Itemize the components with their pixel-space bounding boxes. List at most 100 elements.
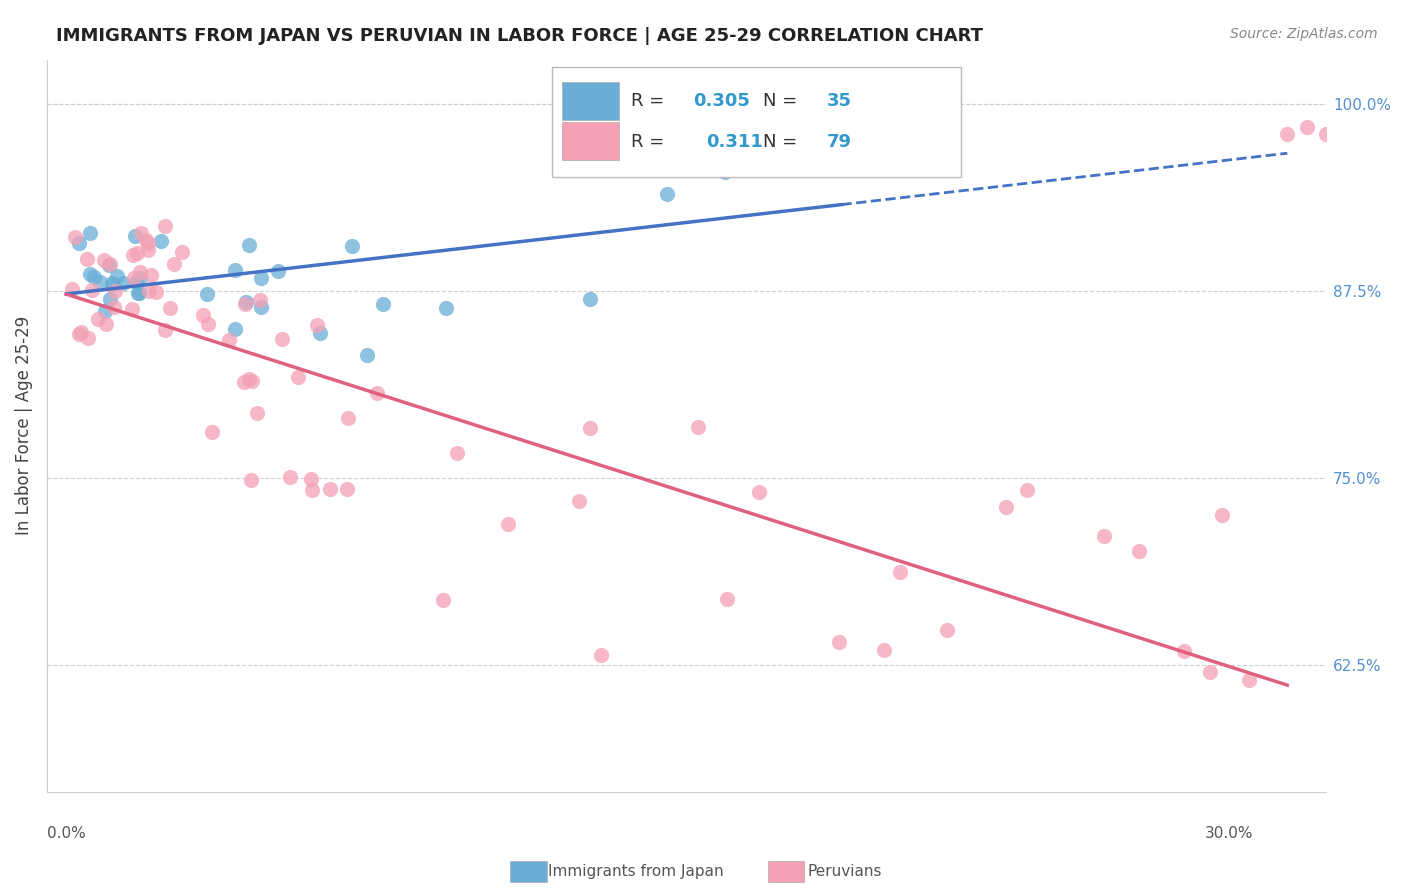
Point (1295, 120, 1317, 134)
Point (233, 297, 256, 311)
Point (159, 301, 181, 315)
Point (135, 233, 157, 247)
Point (233, 375, 256, 389)
Point (128, 285, 150, 300)
Point (1198, 665, 1220, 679)
Point (141, 268, 163, 283)
Point (686, 419, 709, 434)
Point (60, 282, 83, 296)
Point (224, 263, 246, 277)
Point (336, 483, 359, 497)
Text: 0.0%: 0.0% (46, 826, 86, 841)
Point (567, 493, 589, 508)
Point (240, 474, 263, 488)
Point (195, 286, 218, 301)
Point (655, 187, 678, 202)
Point (89, 276, 111, 290)
Text: N =: N = (763, 133, 803, 151)
Point (994, 500, 1017, 515)
Point (197, 317, 219, 331)
Point (246, 406, 269, 420)
Y-axis label: In Labor Force | Age 25-29: In Labor Force | Age 25-29 (15, 316, 32, 535)
Point (235, 295, 257, 310)
FancyBboxPatch shape (553, 67, 962, 177)
Point (271, 332, 294, 346)
Point (301, 483, 323, 497)
Text: 35: 35 (827, 92, 852, 110)
Point (218, 333, 240, 347)
Point (748, 484, 770, 499)
Point (128, 270, 150, 285)
Point (716, 591, 738, 606)
Point (105, 268, 128, 283)
Point (121, 302, 143, 317)
Point (112, 276, 135, 290)
Point (136, 243, 159, 257)
Point (828, 635, 851, 649)
Point (1315, 128, 1337, 142)
Point (67, 236, 90, 251)
Point (93, 303, 115, 318)
Text: 0.311: 0.311 (706, 133, 762, 151)
Point (100, 276, 122, 290)
Point (936, 623, 959, 637)
Point (69, 326, 91, 341)
Point (792, 104, 814, 119)
Point (80, 283, 103, 297)
Text: R =: R = (631, 133, 676, 151)
Point (889, 566, 911, 580)
Point (86, 312, 108, 326)
Point (434, 301, 457, 315)
Text: Source: ZipAtlas.com: Source: ZipAtlas.com (1230, 27, 1378, 41)
Point (163, 257, 186, 271)
Point (104, 284, 127, 298)
Point (240, 374, 263, 388)
Point (127, 286, 149, 301)
Point (287, 370, 309, 384)
Point (267, 264, 290, 278)
Point (1092, 528, 1115, 542)
FancyBboxPatch shape (562, 122, 619, 160)
Point (873, 643, 896, 657)
Text: Immigrants from Japan: Immigrants from Japan (548, 864, 724, 879)
Point (278, 469, 301, 483)
Point (93, 253, 115, 268)
Point (98, 257, 121, 271)
Point (136, 236, 159, 251)
Point (319, 482, 342, 496)
Point (1173, 643, 1195, 657)
Point (1354, 120, 1376, 134)
Point (63, 230, 86, 244)
Point (79, 268, 101, 282)
Point (238, 372, 260, 386)
FancyBboxPatch shape (562, 81, 619, 120)
Text: 79: 79 (827, 133, 852, 151)
Point (201, 425, 224, 440)
Point (153, 219, 176, 233)
Text: IMMIGRANTS FROM JAPAN VS PERUVIAN IN LABOR FORCE | AGE 25-29 CORRELATION CHART: IMMIGRANTS FROM JAPAN VS PERUVIAN IN LAB… (56, 27, 983, 45)
Point (121, 248, 143, 262)
Point (340, 239, 363, 253)
Point (1277, 128, 1299, 142)
Point (145, 285, 167, 300)
Point (1372, 104, 1395, 119)
Text: N =: N = (763, 92, 803, 110)
Point (714, 164, 737, 178)
Point (70, 326, 93, 340)
Point (77, 331, 100, 345)
Point (589, 648, 612, 662)
Point (1334, 112, 1357, 127)
Point (432, 593, 454, 607)
Point (124, 271, 146, 285)
Point (309, 326, 332, 340)
Point (579, 421, 602, 435)
Point (138, 284, 160, 298)
Point (1128, 544, 1150, 558)
Point (98, 258, 121, 272)
Point (83, 269, 105, 284)
Point (299, 472, 322, 486)
Point (79, 226, 101, 240)
Point (1211, 508, 1233, 522)
Point (150, 234, 173, 248)
Point (101, 277, 124, 291)
